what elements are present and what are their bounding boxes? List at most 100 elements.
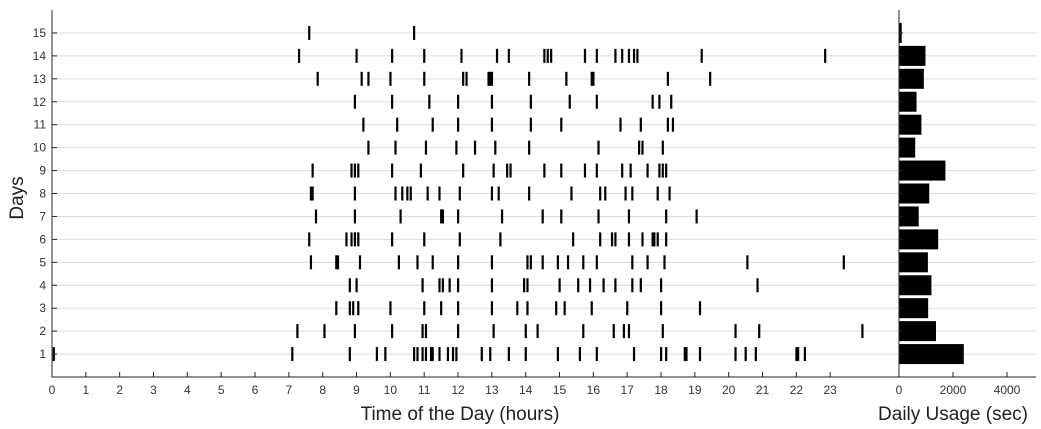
event-mark-day-6-17 <box>656 232 659 247</box>
event-mark-day-2-17 <box>861 324 864 339</box>
event-mark-day-5-4 <box>397 255 400 270</box>
event-mark-day-1-11 <box>438 347 441 362</box>
y-tick-label-1: 1 <box>39 347 46 361</box>
x-tick-label-1: 1 <box>82 383 89 397</box>
event-mark-day-9-0 <box>311 163 314 178</box>
event-mark-day-3-9 <box>516 301 519 316</box>
event-mark-day-11-10 <box>671 117 675 132</box>
event-mark-day-5-18 <box>663 255 666 270</box>
event-mark-day-14-1 <box>355 48 358 63</box>
event-mark-day-13-5 <box>462 71 465 86</box>
event-mark-day-10-9 <box>641 140 644 155</box>
event-mark-day-3-13 <box>590 301 593 316</box>
event-mark-day-12-4 <box>490 94 494 109</box>
event-mark-day-1-17 <box>507 347 510 362</box>
x-tick-label-4: 4 <box>184 383 191 397</box>
event-mark-day-2-13 <box>627 324 631 339</box>
event-mark-day-13-10 <box>528 71 531 86</box>
event-mark-day-3-6 <box>440 301 443 316</box>
usage-bar-day-11 <box>899 114 922 135</box>
x-tick-label-16: 16 <box>587 383 601 397</box>
event-mark-day-14-11 <box>595 48 598 63</box>
event-mark-day-12-3 <box>457 94 460 109</box>
event-mark-day-1-21 <box>595 347 598 362</box>
raster-y-label: Days <box>7 176 28 219</box>
event-mark-day-2-2 <box>353 324 357 339</box>
event-mark-day-2-3 <box>391 324 394 339</box>
bar-x-ticks: 0 2000 4000 <box>896 372 1021 397</box>
event-mark-day-8-15 <box>604 186 607 201</box>
event-mark-day-13-1 <box>360 71 363 86</box>
event-mark-day-3-15 <box>660 301 663 316</box>
event-mark-day-1-3 <box>375 347 378 362</box>
event-mark-day-5-1 <box>335 255 338 270</box>
event-mark-day-6-11 <box>610 232 614 247</box>
event-mark-day-14-15 <box>632 48 636 63</box>
event-mark-day-6-8 <box>499 232 502 247</box>
event-mark-day-4-1 <box>355 278 358 293</box>
event-mark-day-6-18 <box>665 232 668 247</box>
event-mark-day-5-14 <box>582 255 585 270</box>
event-mark-day-9-17 <box>658 163 661 178</box>
event-mark-day-3-3 <box>357 301 360 316</box>
x-tick-label-9: 9 <box>353 383 360 397</box>
event-mark-day-8-2 <box>353 186 357 201</box>
event-mark-day-12-7 <box>595 94 598 109</box>
event-mark-day-2-7 <box>492 324 495 339</box>
event-mark-day-12-8 <box>651 94 654 109</box>
event-mark-day-13-13 <box>592 71 595 86</box>
event-mark-day-10-1 <box>394 140 397 155</box>
y-tick-label-14: 14 <box>33 49 47 63</box>
event-mark-day-9-8 <box>506 163 509 178</box>
usage-bar-day-4 <box>899 275 932 296</box>
event-mark-day-7-2 <box>399 209 402 224</box>
event-mark-day-1-6 <box>416 347 419 362</box>
event-mark-day-13-4 <box>423 71 426 86</box>
event-mark-day-11-7 <box>619 117 622 132</box>
event-mark-day-1-8 <box>424 347 428 362</box>
event-mark-day-9-15 <box>629 163 632 178</box>
event-mark-day-12-0 <box>353 94 357 109</box>
event-mark-day-8-19 <box>668 186 671 201</box>
event-mark-day-12-9 <box>658 94 661 109</box>
usage-bar-day-9 <box>899 160 946 181</box>
event-mark-day-8-6 <box>409 186 412 201</box>
x-tick-label-23: 23 <box>823 383 837 397</box>
event-mark-day-14-0 <box>297 48 301 63</box>
event-mark-day-9-14 <box>621 163 624 178</box>
event-mark-day-14-3 <box>423 48 426 63</box>
event-mark-day-6-7 <box>458 232 461 247</box>
event-mark-day-13-14 <box>666 71 669 86</box>
event-mark-day-8-11 <box>497 186 500 201</box>
event-mark-day-4-5 <box>448 278 451 293</box>
event-mark-day-7-8 <box>560 209 563 224</box>
y-tick-label-8: 8 <box>39 187 46 201</box>
event-mark-day-5-15 <box>595 255 598 270</box>
event-mark-day-11-2 <box>431 117 434 132</box>
event-mark-day-1-31 <box>795 347 798 362</box>
event-mark-day-8-5 <box>406 186 409 201</box>
event-mark-day-7-3 <box>440 209 443 224</box>
event-mark-day-14-2 <box>391 48 394 63</box>
event-mark-day-9-5 <box>419 163 422 178</box>
event-mark-day-9-12 <box>583 163 587 178</box>
event-mark-day-1-30 <box>754 347 757 362</box>
event-mark-day-6-6 <box>423 232 426 247</box>
event-mark-day-7-9 <box>597 209 600 224</box>
event-mark-day-5-8 <box>490 255 494 270</box>
event-mark-day-1-26 <box>685 347 688 362</box>
y-tick-label-13: 13 <box>33 72 47 86</box>
event-mark-day-4-7 <box>490 278 494 293</box>
event-mark-day-2-6 <box>457 324 460 339</box>
event-mark-day-15-0 <box>308 25 311 40</box>
event-mark-day-5-6 <box>431 255 434 270</box>
bar-x-tick-label-4000: 4000 <box>994 383 1021 397</box>
event-mark-day-1-4 <box>384 347 387 362</box>
y-tick-label-7: 7 <box>39 209 46 223</box>
event-mark-day-2-5 <box>424 324 428 339</box>
event-mark-day-5-5 <box>416 255 419 270</box>
event-mark-day-2-14 <box>661 324 664 339</box>
event-mark-day-13-2 <box>367 71 370 86</box>
raster-gridlines <box>52 32 1036 355</box>
